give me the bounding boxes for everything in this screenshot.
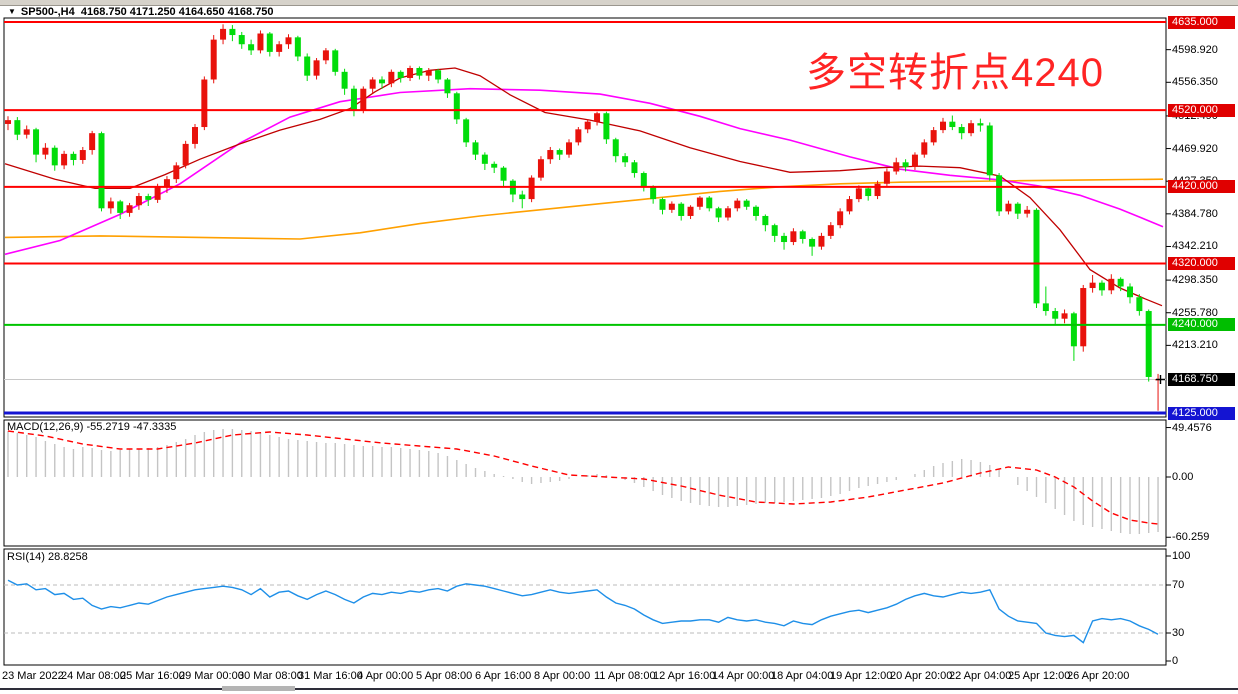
axis-price-label: 4342.210 — [1172, 240, 1218, 253]
time-label: 4 Apr 00:00 — [357, 670, 414, 682]
time-label: 20 Apr 20:00 — [890, 670, 953, 682]
symbol-label: SP500-,H4 — [20, 6, 75, 18]
time-label: 25 Mar 16:00 — [120, 670, 185, 682]
axis-price-badge: 4520.000 — [1168, 103, 1235, 117]
time-label: 22 Apr 04:00 — [949, 670, 1012, 682]
ohlc-quote-label: 4168.750 4171.250 4164.650 4168.750 — [80, 6, 274, 18]
time-label: 6 Apr 16:00 — [475, 670, 532, 682]
axis-price-badge: 4168.750 — [1168, 372, 1235, 386]
time-label: 18 Apr 04:00 — [771, 670, 834, 682]
rsi-indicator-label: RSI(14) 28.8258 — [7, 551, 88, 563]
axis-price-badge: 4240.000 — [1168, 318, 1235, 332]
time-label: 31 Mar 16:00 — [298, 670, 363, 682]
quote-bar: ▼ SP500-,H4 4168.750 4171.250 4164.650 41… — [8, 6, 274, 18]
macd-indicator-label: MACD(12,26,9) -55.2719 -47.3335 — [7, 421, 177, 433]
axis-price-label: 4598.920 — [1172, 43, 1218, 56]
axis-price-label: 4213.210 — [1172, 339, 1218, 352]
axis-price-label: 4255.780 — [1172, 306, 1218, 319]
macd-axis-label: 49.4576 — [1172, 421, 1212, 434]
time-label: 23 Mar 2022 — [2, 670, 64, 682]
time-label: 29 Mar 00:00 — [179, 670, 244, 682]
axis-price-badge: 4635.000 — [1168, 15, 1235, 29]
time-label: 12 Apr 16:00 — [653, 670, 716, 682]
macd-axis-label: 0.00 — [1172, 471, 1194, 483]
time-label: 25 Apr 12:00 — [1008, 670, 1071, 682]
rsi-axis-label: 0 — [1172, 655, 1179, 667]
time-label: 14 Apr 00:00 — [712, 670, 775, 682]
window-top-strip — [0, 0, 1238, 6]
axis-price-label: 4556.350 — [1172, 76, 1218, 89]
scrollbar-track[interactable] — [0, 688, 1238, 690]
axis-price-label: 4298.350 — [1172, 274, 1218, 287]
time-label: 5 Apr 08:00 — [416, 670, 473, 682]
axis-price-label: 4384.780 — [1172, 207, 1218, 220]
time-label: 19 Apr 12:00 — [830, 670, 893, 682]
axis-price-badge: 4125.000 — [1168, 406, 1235, 420]
macd-axis-label: -60.259 — [1172, 531, 1210, 544]
annotation-text: 多空转折点4240 — [806, 51, 1104, 95]
time-label: 24 Mar 08:00 — [61, 670, 126, 682]
time-label: 11 Apr 08:00 — [594, 670, 656, 682]
symbol-dropdown-icon[interactable]: ▼ — [8, 7, 16, 16]
time-label: 30 Mar 08:00 — [238, 670, 303, 682]
rsi-axis-label: 70 — [1172, 579, 1185, 591]
axis-price-badge: 4420.000 — [1168, 180, 1235, 194]
time-label: 8 Apr 00:00 — [534, 670, 591, 682]
axis-price-badge: 4320.000 — [1168, 257, 1235, 270]
scrollbar-thumb[interactable] — [222, 686, 295, 691]
rsi-axis-label: 100 — [1172, 550, 1191, 562]
rsi-axis-label: 30 — [1172, 627, 1185, 639]
axis-price-label: 4469.920 — [1172, 142, 1218, 155]
time-label: 26 Apr 20:00 — [1067, 670, 1130, 682]
